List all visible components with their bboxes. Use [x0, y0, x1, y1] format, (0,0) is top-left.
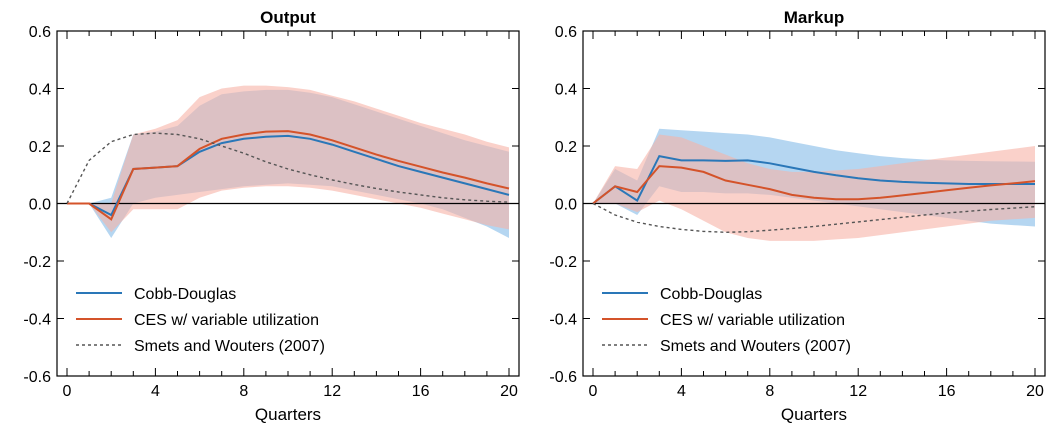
- y-tick-label: -0.6: [23, 369, 51, 386]
- y-tick-label: 0.6: [29, 24, 51, 41]
- series-line-smets-and-wouters-2007: [66, 132, 510, 204]
- x-tick-label: 20: [1026, 383, 1044, 400]
- y-tick-label: 0.4: [29, 82, 51, 99]
- x-axis-label: Quarters: [255, 405, 321, 424]
- y-tick-label: 0.0: [29, 197, 51, 214]
- legend-label: Cobb-Douglas: [134, 286, 236, 303]
- y-tick-label: -0.4: [549, 312, 577, 329]
- x-tick-label: 12: [323, 383, 341, 400]
- x-tick-label: 8: [765, 383, 774, 400]
- legend-label: Smets and Wouters (2007): [660, 338, 851, 355]
- chart-title: Markup: [784, 8, 844, 27]
- x-tick-label: 4: [677, 383, 686, 400]
- y-tick-label: 0.2: [555, 139, 577, 156]
- x-axis-label: Quarters: [781, 405, 847, 424]
- y-tick-label: -0.4: [23, 312, 51, 329]
- legend-label: Cobb-Douglas: [660, 286, 762, 303]
- y-tick-label: -0.6: [549, 369, 577, 386]
- chart-panel-output: -0.6 -0.4 -0.2 0.0 0.2 0.4 0.6 0 4 8 12 16 20 Output Q…: [23, 8, 520, 424]
- x-tick-label: 4: [151, 383, 160, 400]
- chart-title: Output: [260, 8, 316, 27]
- legend: Cobb-Douglas CES w/ variable utilization S…: [76, 286, 325, 355]
- y-tick-label: 0.0: [555, 197, 577, 214]
- legend: Cobb-Douglas CES w/ variable utilization S…: [602, 286, 851, 355]
- legend-label: Smets and Wouters (2007): [134, 338, 325, 355]
- x-tick-label: 0: [589, 383, 598, 400]
- x-tick-label: 16: [412, 383, 430, 400]
- y-tick-label: 0.2: [29, 139, 51, 156]
- x-tick-label: 0: [63, 383, 72, 400]
- legend-label: CES w/ variable utilization: [660, 312, 845, 329]
- y-tick-label: -0.2: [23, 254, 51, 271]
- legend-label: CES w/ variable utilization: [134, 312, 319, 329]
- x-tick-label: 16: [938, 383, 956, 400]
- x-tick-label: 20: [500, 383, 518, 400]
- series-line-ces-w-variable-utilization: [592, 165, 1036, 205]
- series-line-cobb-douglas: [592, 154, 1035, 205]
- series-line-ces-w-variable-utilization: [67, 130, 510, 221]
- x-tick-label: 8: [239, 383, 248, 400]
- y-tick-label: 0.4: [555, 82, 577, 99]
- chart-panel-markup: -0.6 -0.4 -0.2 0.0 0.2 0.4 0.6 0 4 8 12 16 20 Markup Q…: [549, 8, 1046, 424]
- confidence-band-ces: [67, 85, 509, 233]
- y-tick-label: 0.6: [555, 24, 577, 41]
- x-tick-label: 12: [849, 383, 867, 400]
- series-line-smets-and-wouters-2007: [592, 202, 1036, 234]
- y-tick-label: -0.2: [549, 254, 577, 271]
